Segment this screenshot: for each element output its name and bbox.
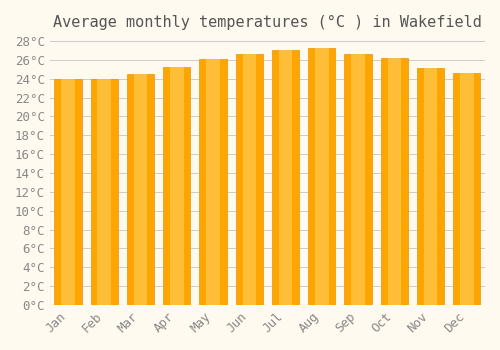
Bar	[315, 48, 328, 305]
Bar	[279, 50, 292, 305]
Bar	[380, 58, 408, 305]
Bar	[242, 54, 256, 305]
Bar	[417, 68, 444, 305]
Bar	[424, 68, 438, 305]
Bar	[127, 74, 154, 305]
Bar	[352, 54, 365, 305]
Bar	[460, 73, 473, 305]
Bar	[308, 48, 336, 305]
Bar	[206, 59, 220, 305]
Bar	[163, 67, 190, 305]
Bar	[388, 58, 401, 305]
Bar	[90, 79, 118, 305]
Bar	[134, 74, 147, 305]
Title: Average monthly temperatures (°C ) in Wakefield: Average monthly temperatures (°C ) in Wa…	[53, 15, 482, 30]
Bar	[454, 73, 480, 305]
Bar	[98, 79, 111, 305]
Bar	[61, 79, 75, 305]
Bar	[236, 54, 263, 305]
Bar	[54, 79, 82, 305]
Bar	[344, 54, 372, 305]
Bar	[170, 67, 183, 305]
Bar	[272, 50, 299, 305]
Bar	[200, 59, 226, 305]
